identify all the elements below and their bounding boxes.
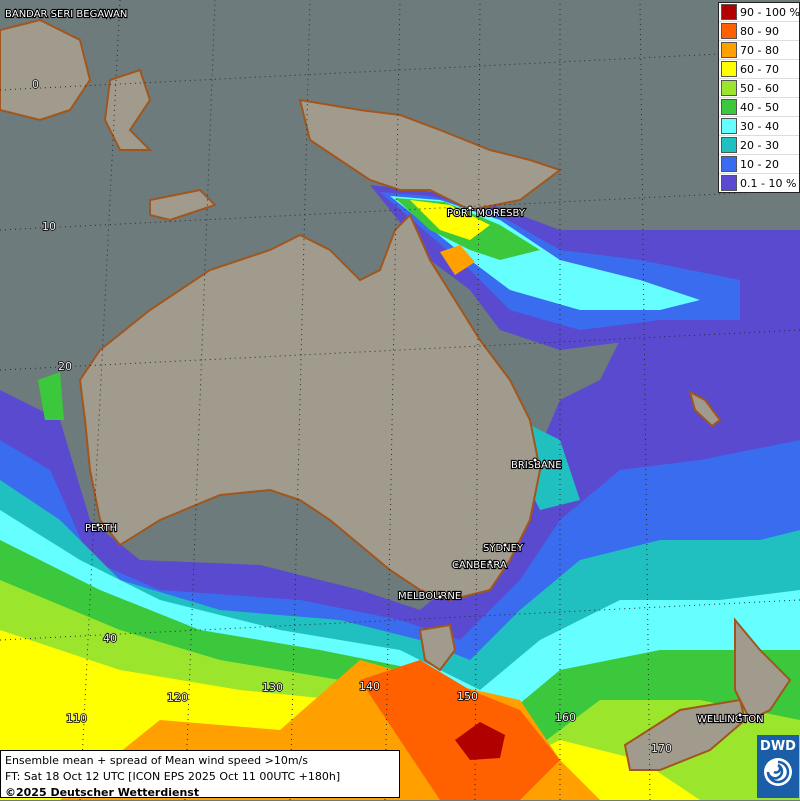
tasmania-landmass	[418, 623, 457, 672]
marker-sydney	[502, 542, 508, 548]
nz-south-island	[623, 698, 747, 771]
city-markers	[95, 205, 743, 718]
legend-label: 20 - 30	[740, 138, 779, 152]
legend-swatch	[721, 156, 737, 172]
legend-swatch	[721, 99, 737, 115]
lon-label-130: 130	[262, 681, 283, 694]
legend-swatch	[721, 118, 737, 134]
legend-swatch	[721, 175, 737, 191]
legend-label: 10 - 20	[740, 157, 779, 171]
legend-label: 80 - 90	[740, 24, 779, 38]
lat-label-0: 0	[32, 78, 39, 91]
legend-row: 40 - 50	[719, 98, 799, 117]
legend-label: 50 - 60	[740, 81, 779, 95]
grid-labels: 0 10 20 40 110 120 130 140 150 160 170	[31, 77, 673, 756]
lon-label-170: 170	[651, 742, 672, 755]
legend-label: 30 - 40	[740, 119, 779, 133]
legend-row: 0.1 - 10 %	[719, 174, 799, 192]
band-90-100	[455, 722, 505, 760]
city-melbourne: MELBOURNE	[398, 591, 461, 602]
info-product: Ensemble mean + spread of Mean wind spee…	[5, 754, 308, 767]
legend-swatch	[721, 61, 737, 77]
dwd-logo: DWD	[757, 735, 799, 798]
city-canberra: CANBERRA	[452, 560, 507, 571]
city-sydney: SYDNEY	[483, 543, 524, 554]
city-bandar-seri-begawan: BANDAR SERI BEGAWAN	[5, 9, 127, 20]
lon-label-160: 160	[555, 711, 576, 724]
legend-swatch	[721, 4, 737, 20]
marker-perth	[95, 522, 101, 528]
legend-row: 30 - 40	[719, 117, 799, 136]
city-labels: BANDAR SERI BEGAWAN PORT MORESBY BRISBAN…	[4, 8, 765, 726]
legend-swatch	[721, 23, 737, 39]
new-caledonia-landmass	[688, 390, 722, 428]
marker-port-moresby	[467, 205, 473, 211]
lon-label-110: 110	[66, 712, 87, 725]
lon-label-120: 120	[167, 691, 188, 704]
marker-wellington	[737, 712, 743, 718]
lat-label-20: 20	[58, 360, 72, 373]
marker-canberra	[487, 559, 493, 565]
legend-row: 20 - 30	[719, 136, 799, 155]
nz-north-island	[734, 617, 792, 722]
land	[0, 18, 792, 771]
legend: 90 - 100 % 80 - 90 70 - 80 60 - 70 50 - …	[718, 2, 800, 193]
city-brisbane: BRISBANE	[511, 460, 562, 471]
legend-swatch	[721, 80, 737, 96]
new-guinea-landmass	[298, 98, 563, 212]
city-perth: PERTH	[85, 523, 117, 534]
sulawesi-landmass	[103, 68, 153, 151]
australia-landmass	[78, 213, 542, 602]
band-coral-80-90	[440, 245, 475, 275]
lat-label-10: 10	[42, 220, 56, 233]
borneo-landmass	[0, 18, 92, 122]
city-port-moresby: PORT MORESBY	[447, 208, 526, 219]
city-wellington: WELLINGTON	[697, 714, 764, 725]
legend-row: 90 - 100 %	[719, 3, 800, 22]
legend-label: 60 - 70	[740, 62, 779, 76]
info-forecast-time: FT: Sat 18 Oct 12 UTC [ICON EPS 2025 Oct…	[5, 770, 341, 783]
timor-landmass	[149, 188, 217, 222]
legend-row: 80 - 90	[719, 22, 799, 41]
legend-swatch	[721, 137, 737, 153]
marker-brisbane	[532, 457, 538, 463]
swirl-icon	[764, 758, 792, 786]
legend-label: 40 - 50	[740, 100, 779, 114]
dwd-logo-text: DWD	[760, 739, 796, 754]
legend-label: 70 - 80	[740, 43, 779, 57]
lon-label-140: 140	[359, 680, 380, 693]
legend-label: 90 - 100 %	[740, 5, 800, 19]
band-80-90	[360, 660, 560, 800]
lat-label-40: 40	[103, 632, 117, 645]
info-copyright: ©2025 Deutscher Wetterdienst	[5, 786, 200, 799]
legend-row: 60 - 70	[719, 60, 799, 79]
band-west-coast	[38, 372, 64, 420]
marker-melbourne	[437, 594, 443, 600]
band-coral-60-70	[410, 200, 490, 240]
legend-swatch	[721, 42, 737, 58]
lon-label-150: 150	[457, 690, 478, 703]
legend-row: 10 - 20	[719, 155, 799, 174]
info-box: Ensemble mean + spread of Mean wind spee…	[0, 750, 400, 799]
legend-row: 70 - 80	[719, 41, 799, 60]
legend-label: 0.1 - 10 %	[740, 176, 797, 190]
legend-row: 50 - 60	[719, 79, 799, 98]
